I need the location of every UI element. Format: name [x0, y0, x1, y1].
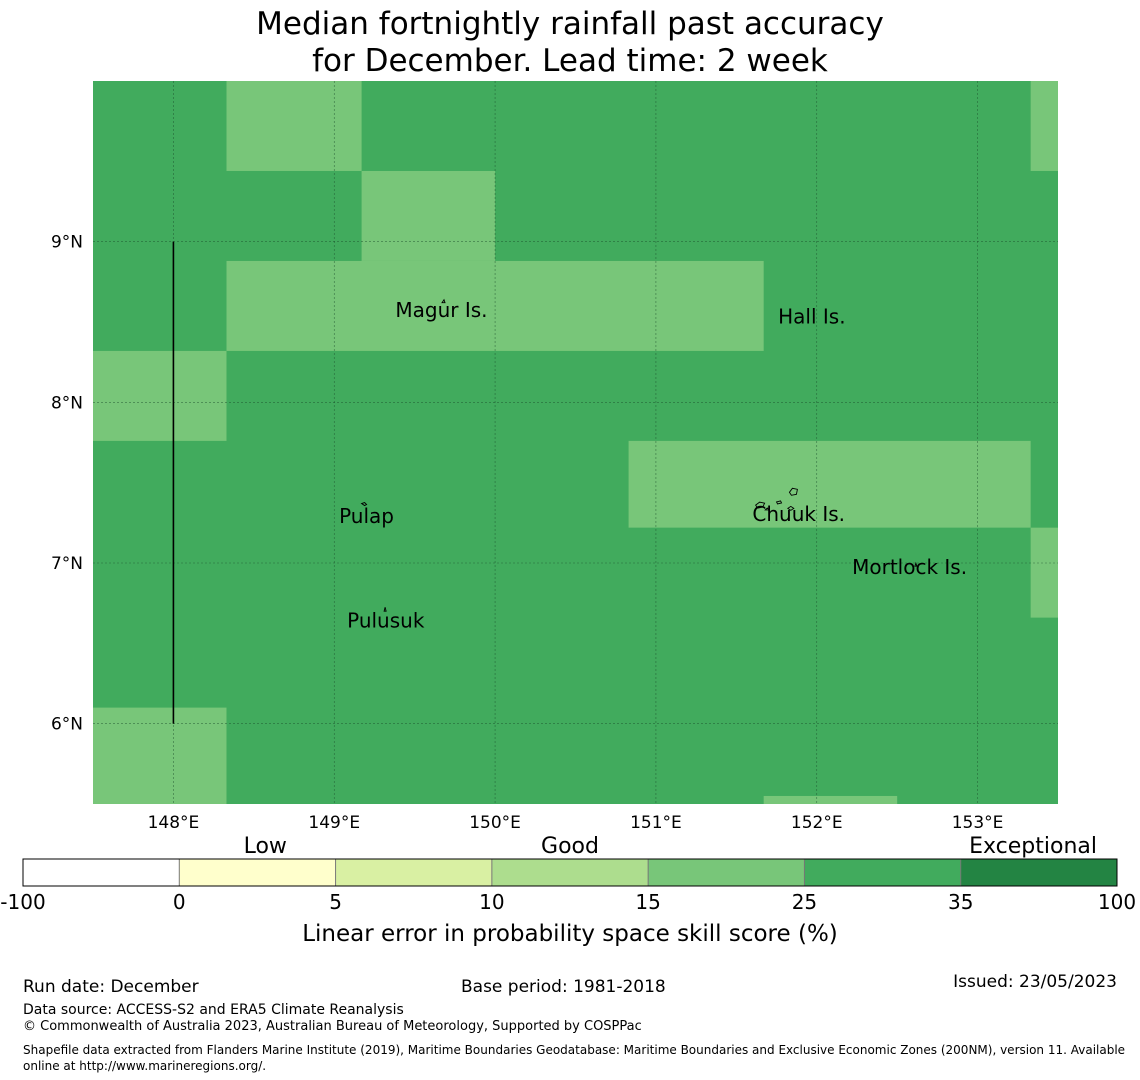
colorbar-tick-label: 100 [1098, 890, 1136, 914]
colorbar-swatch [335, 859, 492, 886]
colorbar-tick-label: 0 [173, 890, 186, 914]
skill-cell [763, 795, 898, 804]
lon-tick-label: 152°E [791, 813, 843, 833]
colorbar-axis-label: Linear error in probability space skill … [302, 921, 838, 947]
skill-cell [93, 707, 227, 804]
island-outline [360, 502, 368, 507]
colorbar-tick-label: 10 [479, 890, 504, 914]
colorbar-swatch [23, 859, 180, 886]
island-outline [788, 487, 798, 496]
island-outline [775, 500, 783, 505]
colorbar-swatch [804, 859, 961, 886]
colorbar-category-label: Good [541, 834, 599, 859]
island-outline [764, 507, 771, 511]
title-line-2: for December. Lead time: 2 week [312, 43, 828, 79]
colorbar-tick-label: 35 [948, 890, 973, 914]
run-date: Run date: December [23, 977, 199, 997]
skill-cell [628, 440, 1031, 528]
skill-cell [361, 170, 496, 261]
colorbar-category-label: Low [244, 834, 287, 859]
island-outline [914, 561, 918, 567]
place-label: Magur Is. [395, 298, 487, 322]
title-line-1: Median fortnightly rainfall past accurac… [256, 6, 884, 42]
place-label: Hall Is. [778, 305, 845, 329]
place-label: Chuuk Is. [752, 502, 845, 526]
lat-tick-label: 7°N [51, 554, 83, 574]
lon-tick-label: 153°E [952, 813, 1004, 833]
skill-cell [1030, 527, 1058, 618]
skill-cell [1030, 81, 1058, 171]
issued-date: Issued: 23/05/2023 [953, 972, 1117, 992]
chart-title: Median fortnightly rainfall past accurac… [0, 6, 1140, 80]
colorbar-swatch [960, 859, 1117, 886]
place-label: Mortlock Is. [852, 555, 967, 579]
colorbar-tick-label: 25 [792, 890, 817, 914]
lon-tick-label: 151°E [630, 813, 682, 833]
island-outline [383, 607, 387, 612]
base-period: Base period: 1981-2018 [461, 977, 666, 997]
colorbar-tick-label: -100 [0, 890, 45, 914]
skill-cell [93, 350, 227, 441]
map-cells [93, 81, 1058, 804]
colorbar-tick-label: 5 [329, 890, 342, 914]
colorbar-swatch [648, 859, 805, 886]
map-tick-labels: 148°E 149°E 150°E 151°E 152°E 153°E 9°N 8°N 7°N 6… [51, 233, 1003, 833]
island-outline [441, 298, 446, 304]
lon-tick-label: 149°E [308, 813, 360, 833]
lat-tick-label: 6°N [51, 715, 83, 735]
lon-tick-label: 150°E [469, 813, 521, 833]
place-label: Pulusuk [347, 608, 425, 632]
colorbar-frame [22, 858, 1118, 887]
colorbar-legend: -100 0 5 10 15 25 35 100 Low Good Exceptional Linea… [0, 834, 1136, 947]
lon-tick-label: 148°E [148, 813, 200, 833]
lat-tick-label: 9°N [51, 233, 83, 253]
map-features: Magur Is. Hall Is. Pulap Chuuk Is. Mortlock … [172, 241, 967, 724]
colorbar-category-label: Exceptional [969, 834, 1097, 859]
copyright: © Commonwealth of Australia 2023, Austra… [23, 1019, 642, 1034]
place-label: Pulap [339, 504, 394, 528]
colorbar-swatch [179, 859, 336, 886]
data-source: Data source: ACCESS-S2 and ERA5 Climate … [23, 1002, 404, 1018]
lat-tick-label: 8°N [51, 393, 83, 413]
skill-cell [226, 81, 362, 171]
map-figure: Magur Is. Hall Is. Pulap Chuuk Is. Mortlock … [0, 81, 1136, 947]
island-outline [786, 505, 795, 511]
island-outline [755, 501, 766, 509]
shapefile-credit: Shapefile data extracted from Flanders M… [23, 1043, 1126, 1073]
colorbar-tick-label: 15 [635, 890, 660, 914]
colorbar-swatch [491, 859, 649, 886]
